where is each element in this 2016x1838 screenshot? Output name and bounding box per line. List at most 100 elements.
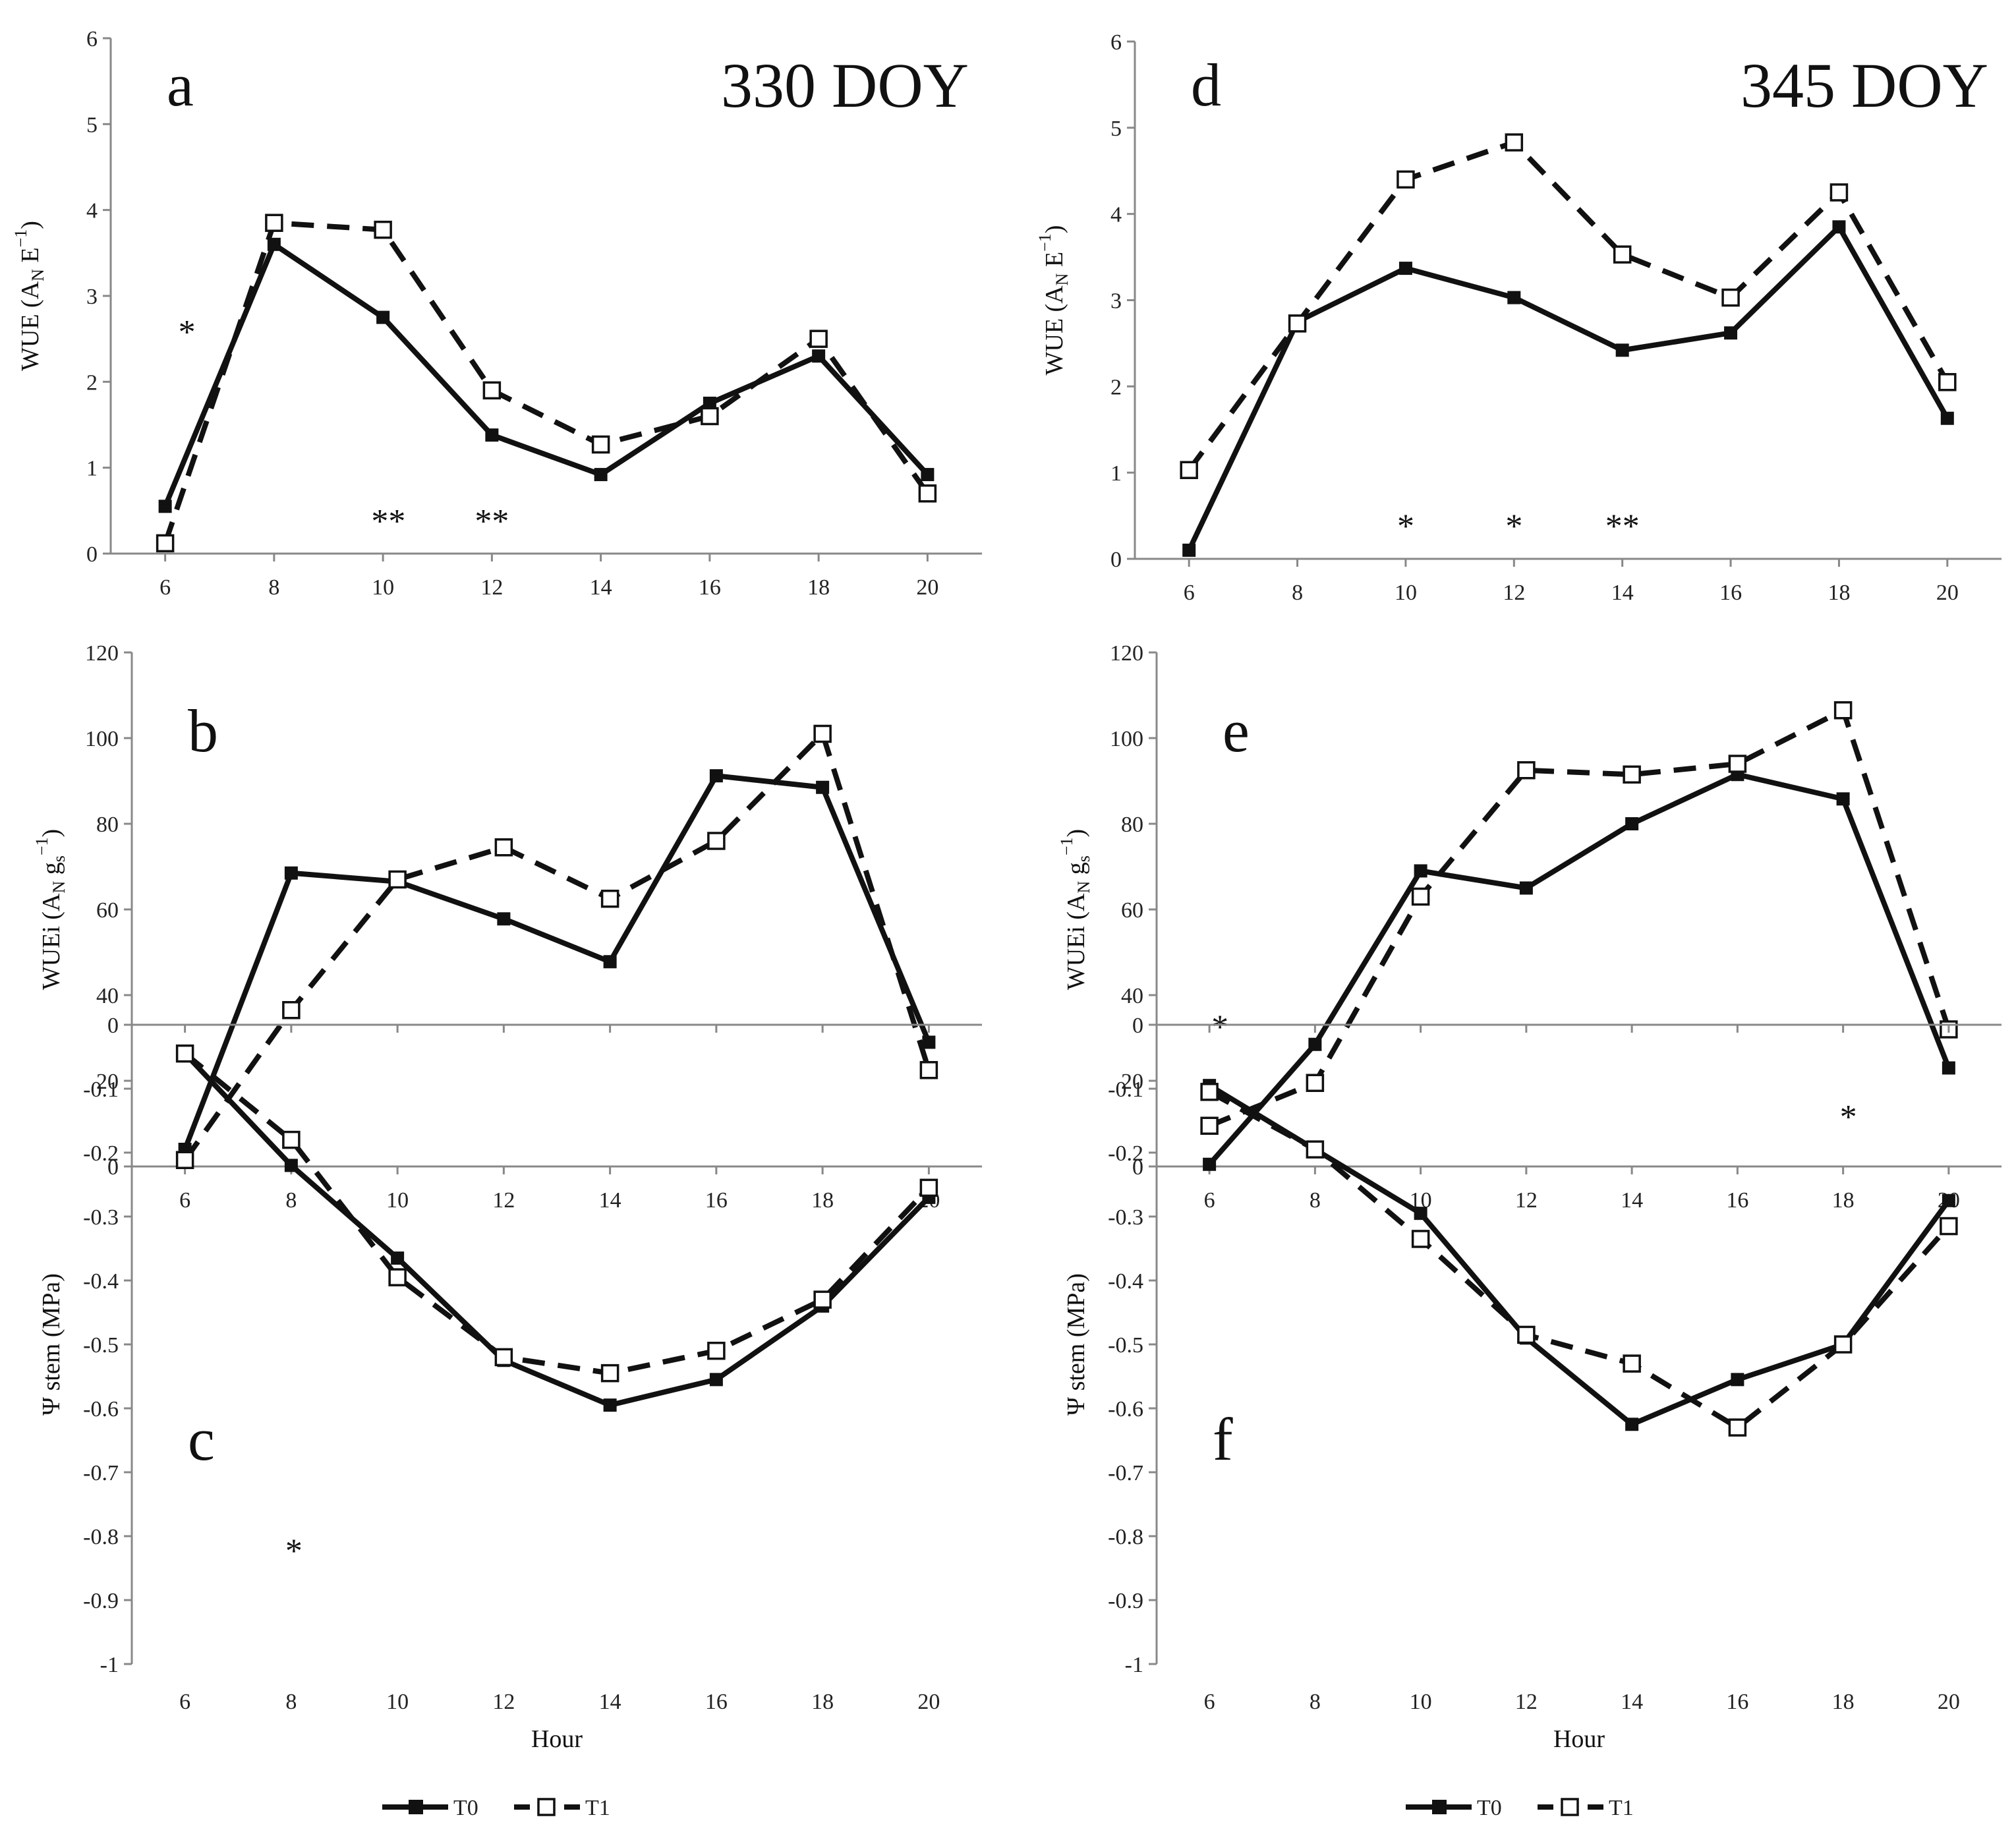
series-line-t0: [183, 1051, 931, 1408]
x-tick-label: 20: [1936, 581, 1959, 605]
x-tick-label: 8: [1310, 1188, 1321, 1213]
x-tick-label: 20: [916, 575, 938, 600]
data-point-t1: [1306, 1140, 1325, 1159]
data-point-t1: [494, 838, 513, 857]
data-point-t0: [1625, 1418, 1639, 1431]
data-point-t0: [1203, 1157, 1217, 1171]
data-point-t1: [282, 1001, 301, 1020]
series-line-t1: [183, 1051, 931, 1376]
y-axis-label: Ψ stem (MPa): [1062, 1273, 1090, 1416]
y-tick-label: 0: [1132, 1014, 1143, 1038]
data-point-t0: [1836, 792, 1850, 806]
y-axis-label: WUE (AN E−1): [1035, 225, 1072, 376]
panel-letter: e: [1223, 697, 1250, 764]
series-line-t1: [1208, 707, 1951, 1128]
data-point-t1: [1938, 373, 1957, 391]
x-tick-label: 10: [1410, 1690, 1432, 1714]
x-tick-label: 6: [159, 575, 171, 600]
significance-marker: **: [475, 503, 509, 540]
y-tick-label: 6: [86, 27, 98, 51]
y-tick-label: -0.4: [1108, 1269, 1143, 1294]
y-tick-label: -0.8: [83, 1525, 119, 1549]
x-tick-label: 14: [1621, 1188, 1643, 1213]
significance-marker: *: [285, 1532, 302, 1570]
panel-letter: c: [188, 1406, 215, 1473]
data-point-t0: [267, 237, 281, 251]
x-axis-label: Hour: [531, 1725, 583, 1753]
y-tick-label: -0.6: [1108, 1397, 1143, 1422]
y-tick-label: 4: [86, 199, 98, 223]
data-point-t0: [703, 396, 716, 410]
x-tick-label: 10: [372, 575, 394, 600]
x-tick-label: 14: [599, 1188, 621, 1213]
y-tick-label: -0.6: [83, 1397, 119, 1422]
y-tick-label: 0: [1132, 1155, 1143, 1180]
y-tick-label: -0.8: [1108, 1525, 1143, 1549]
data-point-t1: [175, 1151, 194, 1169]
legend-marker-t1: [537, 1798, 556, 1816]
legend-label-t1: T1: [585, 1796, 610, 1820]
data-point-t1: [1940, 1217, 1958, 1236]
y-tick-label: -1: [100, 1653, 119, 1677]
data-point-t1: [919, 1061, 938, 1079]
significance-marker: *: [1211, 1009, 1228, 1047]
data-point-t0: [1414, 864, 1427, 878]
data-point-t0: [921, 468, 935, 482]
x-tick-label: 18: [807, 575, 830, 600]
data-point-t0: [1832, 220, 1846, 234]
x-tick-label: 18: [811, 1690, 834, 1714]
panel-b: 02040608010012068101214161820WUEi (AN gs…: [32, 641, 982, 1213]
data-point-t1: [1397, 170, 1415, 189]
y-tick-label: 0: [107, 1155, 119, 1180]
x-tick-label: 16: [1726, 1188, 1748, 1213]
data-point-t1: [1180, 461, 1198, 479]
y-tick-label: 0: [86, 542, 98, 567]
data-point-t1: [388, 1268, 407, 1286]
y-tick-label: -0.2: [83, 1141, 119, 1166]
x-tick-label: 14: [590, 575, 612, 600]
data-point-t1: [1200, 1083, 1219, 1101]
data-point-t0: [709, 1373, 723, 1387]
x-tick-label: 16: [705, 1690, 728, 1714]
x-tick-label: 14: [1611, 581, 1634, 605]
data-point-t0: [603, 955, 617, 969]
data-point-t1: [707, 832, 726, 850]
x-tick-label: 18: [811, 1188, 834, 1213]
y-tick-label: -0.2: [1108, 1141, 1143, 1166]
legend-right: T0 T1: [1406, 1796, 1634, 1820]
legend-marker-t0: [409, 1800, 423, 1814]
y-tick-label: -0.5: [83, 1333, 119, 1358]
y-tick-label: -0.4: [83, 1269, 119, 1294]
y-tick-label: 4: [1110, 203, 1122, 227]
significance-marker: *: [1397, 508, 1414, 546]
data-point-t1: [1411, 887, 1430, 906]
data-point-t0: [497, 912, 511, 926]
y-tick-label: -0.3: [83, 1205, 119, 1230]
data-point-t1: [1517, 761, 1536, 780]
x-tick-label: 6: [179, 1188, 190, 1213]
y-tick-label: -0.1: [83, 1077, 119, 1102]
data-point-t1: [482, 381, 502, 400]
x-tick-label: 12: [480, 575, 503, 600]
y-axis-label: WUEi (AN gs−1): [32, 829, 69, 990]
significance-marker: *: [179, 314, 196, 351]
x-tick-label: 6: [179, 1690, 190, 1714]
x-tick-label: 16: [1726, 1690, 1748, 1714]
y-tick-label: 100: [1110, 727, 1143, 751]
y-tick-label: -0.7: [1108, 1461, 1143, 1485]
panel-letter: a: [167, 51, 194, 119]
series-line-t0: [182, 773, 932, 1151]
panel-title: 345 DOY: [1741, 50, 1988, 121]
x-tick-label: 16: [705, 1188, 728, 1213]
data-point-t0: [709, 769, 723, 783]
data-point-t0: [1724, 326, 1738, 340]
x-tick-label: 16: [699, 575, 721, 600]
data-point-t1: [1833, 1335, 1853, 1354]
y-tick-label: 20: [1121, 1070, 1143, 1094]
x-tick-label: 10: [1395, 581, 1417, 605]
series-line-t0: [1186, 224, 1950, 552]
x-tick-label: 16: [1719, 581, 1742, 605]
data-point-t1: [1200, 1116, 1219, 1135]
x-tick-label: 6: [1204, 1690, 1215, 1714]
